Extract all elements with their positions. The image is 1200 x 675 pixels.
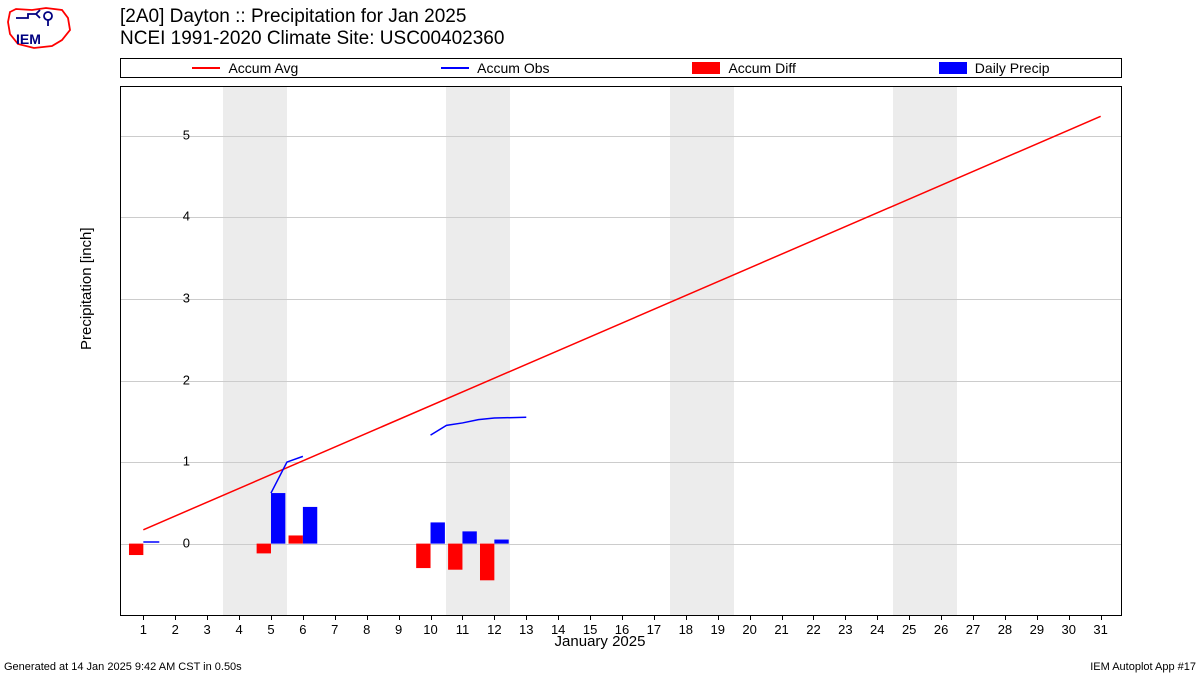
xtick — [207, 615, 208, 620]
xtick — [877, 615, 878, 620]
legend-item: Accum Obs — [441, 60, 549, 76]
xtick — [431, 615, 432, 620]
legend-item: Daily Precip — [939, 60, 1050, 76]
xtick — [494, 615, 495, 620]
ytick-label: 4 — [183, 209, 190, 224]
xtick — [590, 615, 591, 620]
xtick — [239, 615, 240, 620]
xtick — [622, 615, 623, 620]
chart-legend: Accum Avg Accum Obs Accum Diff Daily Precip — [120, 58, 1122, 78]
legend-label: Accum Obs — [477, 60, 549, 76]
xtick — [1005, 615, 1006, 620]
ytick-label: 2 — [183, 372, 190, 387]
legend-label: Daily Precip — [975, 60, 1050, 76]
xtick — [941, 615, 942, 620]
ytick-label: 5 — [183, 127, 190, 142]
xtick — [526, 615, 527, 620]
ytick-label: 3 — [183, 291, 190, 306]
xtick — [718, 615, 719, 620]
legend-swatch — [441, 67, 469, 69]
xtick — [909, 615, 910, 620]
xtick — [175, 615, 176, 620]
xtick — [143, 615, 144, 620]
xtick — [367, 615, 368, 620]
legend-swatch — [192, 67, 220, 69]
xtick — [782, 615, 783, 620]
ytick-label: 1 — [183, 454, 190, 469]
legend-label: Accum Diff — [728, 60, 795, 76]
legend-item: Accum Avg — [192, 60, 298, 76]
xtick — [271, 615, 272, 620]
legend-label: Accum Avg — [228, 60, 298, 76]
legend-swatch — [939, 62, 967, 74]
title-line-2: NCEI 1991-2020 Climate Site: USC00402360 — [120, 28, 504, 50]
iem-logo: IEM — [4, 4, 74, 50]
xtick — [686, 615, 687, 620]
legend-item: Accum Diff — [692, 60, 795, 76]
x-axis-label: January 2025 — [0, 633, 1200, 650]
xtick — [1069, 615, 1070, 620]
footer-generated-text: Generated at 14 Jan 2025 9:42 AM CST in … — [4, 661, 242, 673]
xtick — [750, 615, 751, 620]
xtick — [335, 615, 336, 620]
xtick — [813, 615, 814, 620]
chart-plot-area: 1234567891011121314151617181920212223242… — [120, 86, 1122, 616]
chart-svg — [121, 87, 1121, 615]
xtick — [845, 615, 846, 620]
xtick — [558, 615, 559, 620]
legend-swatch — [692, 62, 720, 74]
xtick — [973, 615, 974, 620]
chart-title: [2A0] Dayton :: Precipitation for Jan 20… — [120, 6, 504, 50]
svg-text:IEM: IEM — [16, 31, 41, 47]
title-line-1: [2A0] Dayton :: Precipitation for Jan 20… — [120, 6, 504, 28]
xtick — [654, 615, 655, 620]
y-axis-label: Precipitation [inch] — [78, 227, 95, 350]
xtick — [303, 615, 304, 620]
xtick — [1037, 615, 1038, 620]
xtick — [399, 615, 400, 620]
xtick — [1101, 615, 1102, 620]
xtick — [462, 615, 463, 620]
footer-app-text: IEM Autoplot App #17 — [1090, 661, 1196, 673]
ytick-label: 0 — [183, 535, 190, 550]
